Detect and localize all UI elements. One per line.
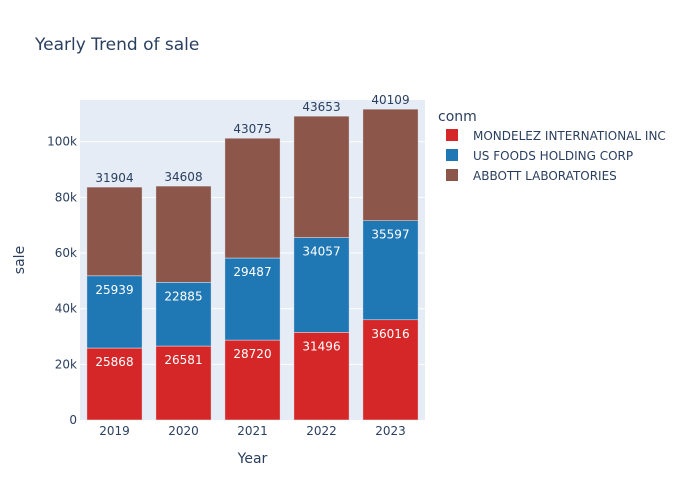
data-label: 36016 <box>371 327 409 341</box>
data-label: 29487 <box>233 265 271 279</box>
y-tick-label: 60k <box>55 246 77 260</box>
y-tick-label: 40k <box>55 302 77 316</box>
data-label: 43075 <box>233 122 271 136</box>
x-axis-title: Year <box>237 451 268 467</box>
data-label: 34608 <box>164 170 202 184</box>
data-label: 31496 <box>302 339 340 353</box>
bar <box>362 319 419 421</box>
bar <box>224 137 281 259</box>
legend-label: ABBOTT LABORATORIES <box>473 169 617 183</box>
legend-swatch <box>446 129 458 141</box>
y-tick-label: 80k <box>55 190 77 204</box>
legend-title: conm <box>438 109 477 125</box>
data-label: 31904 <box>95 171 133 185</box>
data-label: 28720 <box>233 347 271 361</box>
bar <box>86 275 143 349</box>
bar <box>155 345 212 421</box>
x-axis-ticks: 2019 2020 2021 2022 2023 <box>99 424 406 438</box>
legend-swatch <box>446 149 458 161</box>
y-axis-ticks: 0 20k 40k 60k 80k 100k <box>47 135 77 427</box>
x-tick-label: 2021 <box>237 424 268 438</box>
bar <box>224 339 281 421</box>
y-tick-label: 100k <box>47 135 77 149</box>
bar <box>293 115 350 238</box>
bar <box>362 108 419 221</box>
data-label: 40109 <box>371 93 409 107</box>
chart-title: Yearly Trend of sale <box>34 35 199 55</box>
data-label: 35597 <box>371 228 409 242</box>
bar <box>362 220 419 321</box>
x-tick-label: 2019 <box>99 424 130 438</box>
legend-swatch <box>446 169 458 181</box>
legend-label: MONDELEZ INTERNATIONAL INC <box>473 129 666 143</box>
legend: conm MONDELEZ INTERNATIONAL INC US FOODS … <box>438 109 666 183</box>
legend-label: US FOODS HOLDING CORP <box>473 149 633 163</box>
data-label: 25939 <box>95 283 133 297</box>
data-label: 22885 <box>164 289 202 303</box>
bar-series <box>86 319 419 421</box>
bar <box>293 237 350 333</box>
x-tick-label: 2020 <box>168 424 199 438</box>
bar-series <box>86 220 419 349</box>
y-axis-title: sale <box>12 246 28 274</box>
x-tick-label: 2022 <box>306 424 337 438</box>
bar-series-group <box>86 108 419 421</box>
bar-series <box>86 108 419 283</box>
data-label: 43653 <box>302 100 340 114</box>
bar <box>224 257 281 341</box>
data-label: 34057 <box>302 245 340 259</box>
bar <box>86 347 143 421</box>
y-tick-label: 0 <box>69 413 77 427</box>
bar <box>293 332 350 421</box>
bar <box>86 186 143 277</box>
y-tick-label: 20k <box>55 357 77 371</box>
bar <box>155 185 212 283</box>
data-label-group: 25868 26581 28720 31496 36016 25939 22885 29487… <box>95 93 409 369</box>
data-label: 25868 <box>95 355 133 369</box>
data-label: 26581 <box>164 353 202 367</box>
x-tick-label: 2023 <box>375 424 406 438</box>
